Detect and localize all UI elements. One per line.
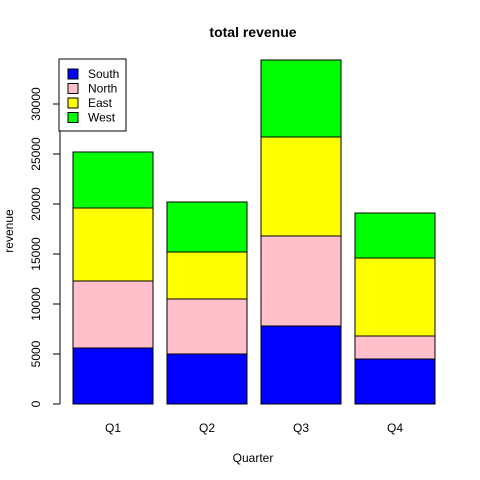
bar-segment-west-q4	[354, 212, 436, 259]
bar-segment-north-q1	[72, 280, 154, 349]
y-tick-label: 5000	[29, 340, 43, 367]
legend-label-west: West	[88, 111, 116, 125]
x-tick-label: Q4	[387, 421, 403, 435]
legend-swatch-north	[67, 83, 79, 94]
x-axis-label: Quarter	[233, 451, 274, 465]
x-tick-label: Q2	[199, 421, 215, 435]
bar-segment-south-q1	[72, 347, 154, 405]
legend-swatch-west	[67, 112, 79, 123]
y-axis: 0 5000 10000 15000 20000 25000 30000	[29, 87, 61, 407]
bar-segment-north-q2	[166, 298, 248, 355]
y-tick-label: 25000	[29, 137, 43, 171]
bar-segment-west-q1	[72, 151, 154, 209]
x-axis-tick-labels: Q1 Q2 Q3 Q4	[105, 421, 403, 435]
y-tick-label: 30000	[29, 87, 43, 121]
bar-segment-south-q4	[354, 358, 436, 405]
x-tick-label: Q1	[105, 421, 121, 435]
chart-title: total revenue	[209, 24, 296, 40]
bar-segment-east-q1	[72, 207, 154, 282]
x-tick-label: Q3	[293, 421, 309, 435]
y-axis-label: revenue	[2, 209, 16, 253]
bar-segment-east-q2	[166, 251, 248, 300]
bar-segment-east-q3	[260, 136, 342, 237]
legend-swatch-east	[67, 97, 79, 109]
legend-label-east: East	[88, 96, 113, 110]
bar-segment-west-q2	[166, 201, 248, 253]
bar-segment-north-q3	[260, 235, 342, 327]
y-tick-label: 10000	[29, 287, 43, 321]
bar-segment-east-q4	[354, 257, 436, 337]
legend-swatch-south	[67, 68, 79, 80]
bar-segment-west-q3	[260, 59, 342, 138]
bars	[72, 59, 436, 405]
legend-label-south: South	[88, 67, 119, 81]
y-tick-label: 0	[29, 400, 43, 407]
y-tick-label: 15000	[29, 237, 43, 271]
bar-segment-north-q4	[354, 335, 436, 360]
y-tick-label: 20000	[29, 187, 43, 221]
bar-segment-south-q3	[260, 325, 342, 405]
legend-label-north: North	[88, 82, 117, 96]
bar-segment-south-q2	[166, 353, 248, 405]
